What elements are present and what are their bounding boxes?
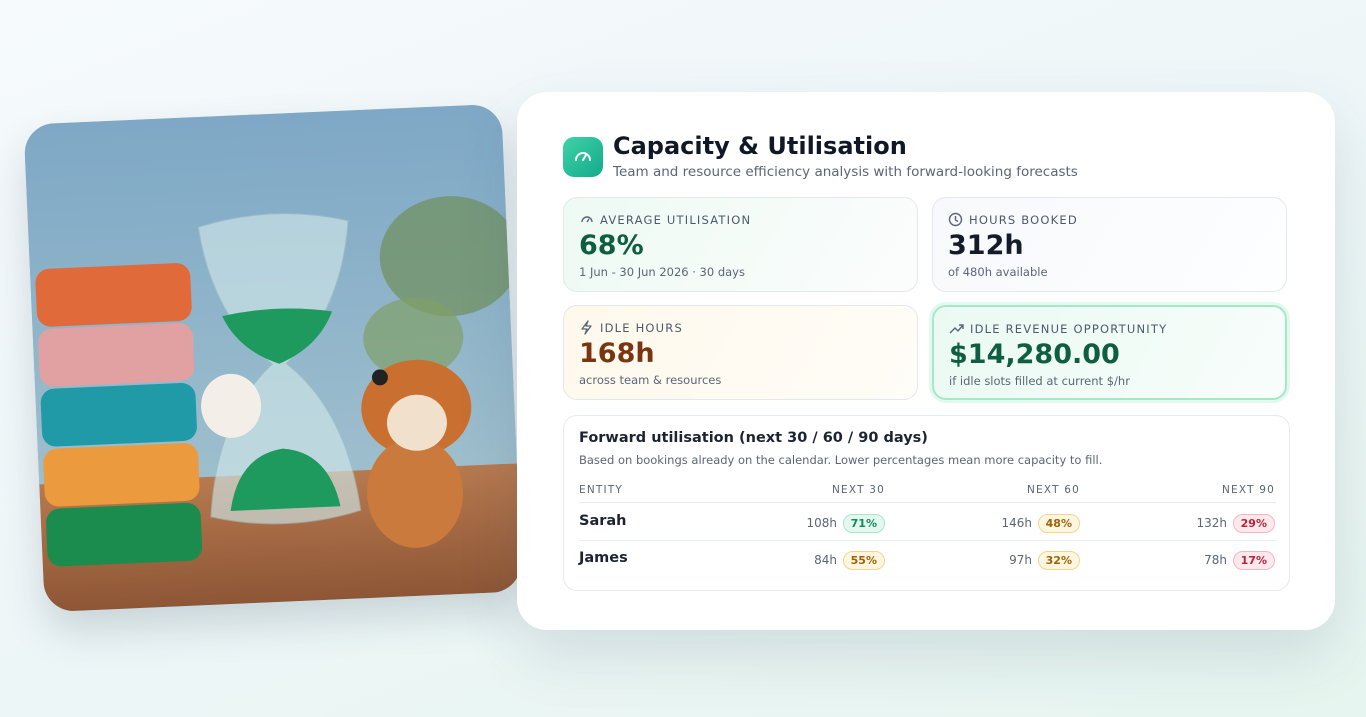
capacity-card: Capacity & Utilisation Team and resource… [517,92,1335,630]
stat-value: 68% [579,230,644,261]
stat-note: if idle slots filled at current $/hr [949,374,1130,388]
pct-badge: 48% [1037,514,1080,533]
stat-card: AVERAGE UTILISATION 68% 1 Jun - 30 Jun 202… [563,197,918,292]
forward-table: Forward utilisation (next 30 / 60 / 90 d… [563,415,1290,591]
stat-card: IDLE REVENUE OPPORTUNITY $14,280.00 if idl… [932,305,1287,400]
stat-icon [579,320,594,335]
stat-icon [949,321,964,336]
stat-icon [948,212,963,227]
card-title: Capacity & Utilisation [613,132,907,160]
table-title: Forward utilisation (next 30 / 60 / 90 d… [579,430,928,446]
stat-icon [579,212,594,227]
pct-badge: 17% [1232,551,1275,570]
icon [949,324,964,334]
stat-card: IDLE HOURS 168h across team & resources [563,305,918,400]
stat-label: IDLE HOURS [600,321,683,335]
stat-value: 168h [579,338,655,369]
hours-value: 132h [1196,516,1227,530]
table-subtitle: Based on bookings already on the calenda… [579,453,1103,467]
gauge-icon [575,152,591,161]
stat-label: IDLE REVENUE OPPORTUNITY [970,322,1168,336]
hours-value: 108h [806,516,837,530]
stat-note: across team & resources [579,373,722,387]
stat-label: AVERAGE UTILISATION [600,213,752,227]
icon [948,212,963,227]
column-header: NEXT 60 [1026,484,1080,496]
entity-name: James [579,550,628,566]
stat-value: 312h [948,230,1024,261]
header-divider [579,502,1276,503]
hours-value: 97h [1009,553,1032,567]
pct-badge: 55% [842,551,885,570]
stat-card: HOURS BOOKED 312h of 480h available [932,197,1287,292]
icon [581,216,593,223]
header-icon [563,137,603,177]
entity-name: Sarah [579,513,627,529]
stat-label: HOURS BOOKED [969,213,1078,227]
card-subtitle: Team and resource efficiency analysis wi… [613,164,1078,180]
hours-value: 84h [814,553,837,567]
stat-note: 1 Jun - 30 Jun 2026 · 30 days [579,265,745,279]
column-header: NEXT 90 [1221,484,1275,496]
column-header: NEXT 30 [831,484,885,496]
pct-badge: 29% [1232,514,1275,533]
illustration-photo [23,103,523,613]
row-divider [579,540,1276,541]
pct-badge: 32% [1037,551,1080,570]
stat-value: $14,280.00 [949,339,1120,370]
pct-badge: 71% [842,514,885,533]
photo-art [23,103,523,613]
hours-value: 146h [1001,516,1032,530]
column-header: ENTITY [579,484,624,496]
hours-value: 78h [1204,553,1227,567]
icon [581,320,592,335]
stat-note: of 480h available [948,265,1048,279]
